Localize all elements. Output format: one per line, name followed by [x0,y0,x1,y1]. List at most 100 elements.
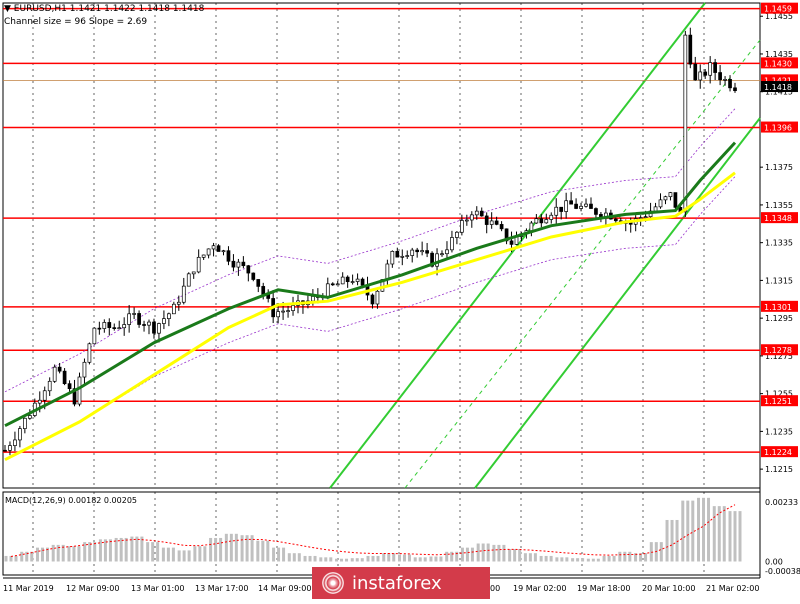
candle-body [92,327,97,345]
candle-body [241,261,246,267]
candle-body [77,376,82,405]
macd-histogram-bar [560,557,564,562]
macd-histogram-bar [492,544,496,562]
watermark-text: instaforex [352,572,442,594]
level-price-tag [761,344,798,356]
candle-body [464,219,469,222]
current-price-tag-label: 1.1418 [764,83,792,92]
level-price-tag [761,446,798,458]
watermark: instaforex [312,567,490,599]
time-axis-label: 13 Mar 17:00 [195,584,248,593]
price-tick-label: 1.1315 [765,276,793,285]
candle-body [186,273,191,287]
macd-histogram-bar [234,533,238,562]
candle-body [723,79,727,81]
macd-tick-label: -0.00038 [765,567,800,576]
candle-body [18,428,22,441]
candle-body [683,34,688,213]
candle-body [638,217,643,219]
macd-histogram-bar [434,556,438,562]
macd-histogram-bar [67,546,71,562]
candle-body [152,321,156,334]
candle-body [385,263,390,280]
level-price-tag-label: 1.1224 [764,448,792,457]
prev-price-tag [761,74,798,86]
macd-histogram-bar [98,539,102,562]
candle-body [3,449,7,452]
macd-histogram-bar [712,506,716,562]
price-tick-label: 1.1215 [765,465,793,474]
candle-body [147,321,151,326]
macd-histogram-bar [450,551,454,562]
channel-lower-line [474,117,761,489]
macd-histogram-bar [219,537,223,562]
macd-histogram-bar [345,558,349,562]
price-tick-label: 1.1415 [765,88,793,97]
macd-histogram-bar [533,553,537,562]
candle-body [713,62,717,73]
macd-histogram-bar [203,546,207,562]
macd-histogram-bar [402,554,406,562]
candle-body [137,313,141,325]
macd-histogram-bar [209,537,213,562]
candle-body [474,210,479,216]
macd-histogram-bar [45,547,49,562]
candle-body [231,260,236,268]
macd-histogram-bar [602,555,606,562]
candle-body [435,253,439,267]
candle-body [176,301,181,305]
macd-histogram-bar [355,558,359,562]
level-price-tag [761,300,798,312]
candle-body [643,216,648,219]
candle-body [97,327,102,330]
price-tick-label: 1.1295 [765,314,793,323]
candle-body [613,218,618,222]
candle-body [345,276,350,283]
macd-histogram-bar [445,551,449,562]
macd-histogram-bar [523,553,527,562]
candle-body [206,248,211,256]
candle-body [42,390,47,401]
candle-body [355,278,360,282]
macd-histogram-bar [665,519,669,562]
candle-body [132,313,136,315]
macd-histogram-bar [707,497,711,562]
macd-histogram-bar [502,544,506,562]
candle-body [559,206,564,212]
macd-histogram-bar [387,553,391,562]
macd-histogram-bar [697,497,701,562]
candle-body [445,249,449,255]
candle-body [564,200,569,212]
candle-body [360,278,365,286]
candle-body [167,313,171,320]
header-arrow-icon: ▼ [4,4,11,14]
level-price-tag [761,212,798,224]
macd-histogram-bar [135,536,139,562]
current-price-tag [761,81,798,93]
candle-body [87,343,92,363]
candle-body [504,228,509,242]
ohlc-readout: EURUSD,H1 1.1421 1.1422 1.1418 1.1418 [13,4,205,14]
macd-histogram-bar [413,557,417,562]
macd-histogram-bar [644,553,648,562]
macd-histogram-bar [171,547,175,562]
macd-histogram-bar [108,539,112,562]
macd-histogram-bar [591,558,595,562]
macd-histogram-bar [539,555,543,562]
candle-body [529,222,534,232]
candle-body [23,417,27,429]
candle-body [589,203,593,209]
time-axis-label: 14 Mar 09:00 [258,584,311,593]
macd-histogram-bar [618,551,622,562]
candle-body [211,245,216,250]
level-price-tag-label: 1.1251 [764,397,792,406]
candle-body [484,215,489,225]
level-price-tag [761,395,798,407]
macd-histogram-bar [261,540,265,562]
macd-histogram-bar [476,543,480,562]
prev-price-tag-label: 1.1421 [764,76,792,85]
candle-body [286,310,290,312]
macd-label: MACD(12,26,9) 0.00182 0.00205 [5,496,137,505]
candle-body [191,271,196,275]
